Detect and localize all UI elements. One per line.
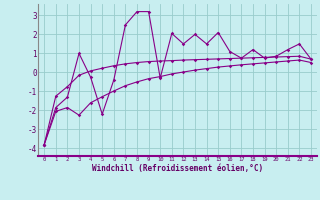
X-axis label: Windchill (Refroidissement éolien,°C): Windchill (Refroidissement éolien,°C) — [92, 164, 263, 173]
